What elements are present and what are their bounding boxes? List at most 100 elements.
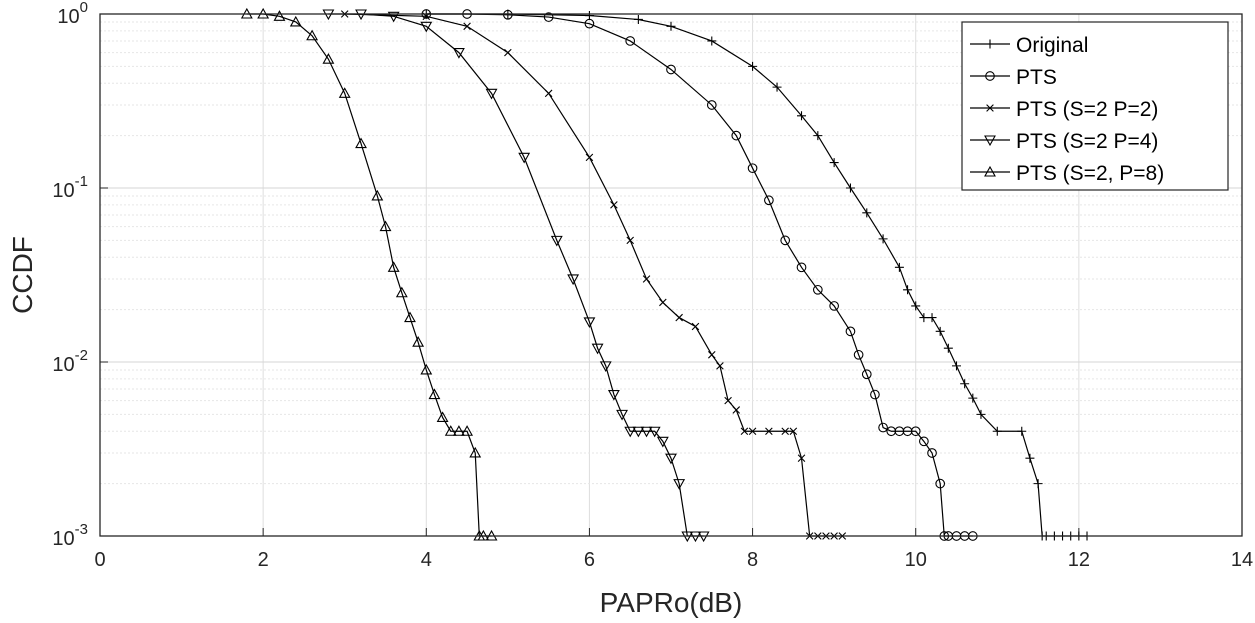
y-tick-label: 10-2 (52, 347, 88, 376)
data-point-circle (910, 426, 921, 437)
legend-item: PTS (S=2 P=4) (970, 130, 1158, 153)
data-point-plus (1033, 479, 1043, 489)
series-4 (322, 9, 710, 543)
y-tick-label: 100 (57, 0, 88, 28)
data-point-triangle-down (656, 436, 669, 448)
data-point-circle (706, 100, 717, 110)
legend-item: PTS (S=2, P=8) (970, 162, 1164, 185)
x-tick-label: 8 (747, 549, 758, 571)
x-tick-label: 2 (258, 549, 269, 571)
data-point-triangle-up (404, 311, 416, 323)
data-point-x (781, 427, 789, 436)
data-point-x (724, 396, 732, 405)
data-point-circle (845, 326, 856, 337)
data-point-circle (861, 369, 872, 380)
data-point-triangle-down (640, 426, 653, 438)
data-point-circle (764, 195, 774, 206)
x-tick-label: 4 (421, 549, 432, 571)
legend: Original PTS PTS (S=2 P=2) PTS (S=2 P=4) PTS… (961, 21, 1229, 191)
data-point-circle (731, 130, 742, 141)
data-point-triangle-up (469, 446, 482, 458)
data-point-triangle-down (387, 11, 400, 23)
data-point-x (740, 427, 749, 436)
data-point-triangle-down (518, 152, 531, 164)
y-axis-label: CCDF (7, 236, 38, 314)
data-point-plus (1017, 426, 1027, 436)
series-3 (340, 10, 847, 540)
data-point-circle (878, 422, 888, 433)
data-point-triangle-down (591, 343, 604, 355)
data-point-x (716, 362, 724, 370)
data-point-circle (796, 262, 807, 273)
data-point-plus (829, 158, 839, 168)
legend-label: PTS (S=2, P=8) (1016, 162, 1164, 185)
legend-marker-x (986, 104, 994, 112)
data-point-circle (870, 389, 880, 400)
data-point-triangle-up (436, 411, 449, 423)
legend-label: PTS (S=2 P=2) (1016, 98, 1158, 121)
data-point-plus (960, 379, 970, 389)
data-point-plus (633, 14, 643, 24)
data-point-triangle-up (387, 261, 400, 272)
y-tick-label: 10-1 (52, 173, 88, 202)
data-point-plus (976, 409, 986, 419)
data-point-triangle-up (306, 29, 319, 41)
legend-item: PTS (970, 66, 1057, 89)
data-point-plus (935, 326, 945, 336)
series-line (344, 13, 843, 537)
x-tick-label: 6 (584, 549, 595, 571)
series-lines (240, 7, 1092, 543)
data-point-triangle-down (599, 361, 612, 373)
data-point-plus (919, 313, 929, 323)
data-point-triangle-down (567, 274, 580, 286)
data-point-x (732, 406, 741, 414)
data-point-triangle-down (616, 409, 628, 421)
data-point-triangle-up (273, 10, 286, 21)
legend-item: Original (970, 34, 1088, 57)
data-point-plus (968, 393, 978, 403)
series-line (246, 13, 492, 537)
data-point-triangle-up (452, 425, 465, 436)
data-point-x (626, 236, 635, 245)
data-point-triangle-up (379, 220, 392, 232)
legend-item: PTS (S=2 P=2) (970, 98, 1158, 121)
x-axis-label: PAPRo(dB) (600, 587, 743, 618)
data-point-triangle-down (485, 88, 498, 100)
data-point-x (463, 22, 471, 31)
y-tick-label: 10-3 (52, 521, 88, 550)
data-point-x (765, 427, 773, 436)
data-point-plus (992, 426, 1002, 436)
legend-box (961, 21, 1229, 191)
data-point-plus (797, 111, 807, 121)
data-point-plus (666, 21, 676, 31)
data-point-x (659, 298, 667, 307)
data-point-plus (707, 36, 717, 46)
data-point-circle (584, 18, 595, 29)
data-point-circle (543, 12, 554, 22)
data-point-triangle-up (420, 363, 433, 375)
x-tick-label: 0 (94, 549, 105, 571)
x-tick-label: 14 (1231, 549, 1253, 571)
data-point-x (789, 427, 798, 436)
data-point-circle (829, 301, 839, 311)
series-line (328, 13, 704, 537)
data-point-plus (894, 262, 904, 272)
data-point-x (642, 275, 651, 283)
series-5 (240, 7, 498, 541)
data-point-plus (748, 61, 758, 71)
data-point-triangle-down (550, 235, 563, 247)
data-point-x (610, 201, 618, 209)
data-point-plus (845, 183, 855, 193)
legend-label: Original (1016, 34, 1088, 57)
data-point-triangle-up (444, 425, 457, 436)
legend-marker-triangle-down (984, 135, 996, 147)
data-point-x (544, 89, 553, 98)
data-point-triangle-down (583, 317, 596, 329)
data-point-circle (919, 436, 929, 447)
data-point-plus (952, 361, 961, 371)
data-point-triangle-down (420, 21, 433, 33)
data-point-triangle-down (624, 426, 637, 438)
data-point-x (748, 427, 757, 436)
x-tick-labels: 0 2 4 6 8 10 12 14 (94, 528, 1253, 571)
